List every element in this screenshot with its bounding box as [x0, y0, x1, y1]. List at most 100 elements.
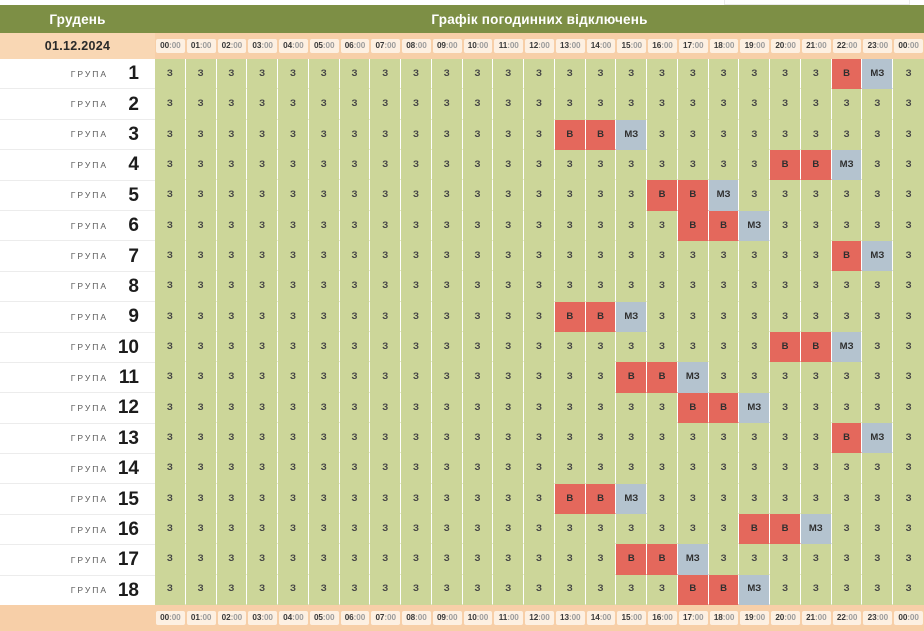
cell-on[interactable]: З [770, 544, 801, 575]
cell-off[interactable]: В [770, 331, 801, 363]
cell-on[interactable]: З [770, 453, 801, 484]
cell-on[interactable]: З [431, 59, 463, 90]
cell-on[interactable]: З [585, 574, 617, 605]
cell-on[interactable]: З [401, 240, 432, 272]
cell-on[interactable]: З [493, 362, 525, 393]
cell-on[interactable]: З [677, 422, 709, 454]
cell-on[interactable]: З [216, 180, 248, 211]
cell-on[interactable]: З [770, 422, 801, 454]
cell-on[interactable]: З [339, 453, 371, 484]
cell-on[interactable]: З [462, 180, 494, 211]
cell-off[interactable]: В [831, 59, 863, 90]
cell-on[interactable]: З [831, 544, 863, 575]
cell-on[interactable]: З [524, 119, 555, 150]
cell-on[interactable]: З [708, 362, 740, 393]
cell-on[interactable]: З [185, 119, 217, 150]
cell-on[interactable]: З [339, 180, 371, 211]
cell-possible-off[interactable]: МЗ [800, 513, 832, 545]
cell-on[interactable]: З [247, 513, 279, 545]
cell-on[interactable]: З [216, 119, 248, 150]
cell-on[interactable]: З [616, 59, 648, 90]
cell-on[interactable]: З [585, 210, 617, 241]
cell-on[interactable]: З [770, 483, 801, 514]
cell-on[interactable]: З [247, 574, 279, 605]
cell-on[interactable]: З [370, 59, 402, 90]
cell-on[interactable]: З [247, 544, 279, 575]
cell-possible-off[interactable]: МЗ [739, 392, 771, 423]
cell-off[interactable]: В [616, 544, 648, 575]
cell-on[interactable]: З [677, 271, 709, 302]
cell-on[interactable]: З [585, 240, 617, 272]
cell-on[interactable]: З [739, 119, 771, 150]
cell-possible-off[interactable]: МЗ [677, 362, 709, 393]
cell-on[interactable]: З [216, 513, 248, 545]
cell-on[interactable]: З [493, 574, 525, 605]
cell-on[interactable]: З [862, 180, 894, 211]
cell-on[interactable]: З [800, 574, 832, 605]
cell-on[interactable]: З [493, 59, 525, 90]
cell-on[interactable]: З [339, 301, 371, 332]
cell-on[interactable]: З [647, 483, 678, 514]
cell-on[interactable]: З [185, 513, 217, 545]
cell-on[interactable]: З [800, 271, 832, 302]
cell-on[interactable]: З [647, 453, 678, 484]
cell-on[interactable]: З [308, 271, 340, 302]
cell-on[interactable]: З [185, 574, 217, 605]
cell-off[interactable]: В [677, 180, 709, 211]
group-label-row[interactable]: ГРУПА 3 [0, 119, 155, 151]
cell-on[interactable]: З [739, 89, 771, 120]
cell-on[interactable]: З [431, 119, 463, 150]
cell-on[interactable]: З [462, 362, 494, 393]
cell-possible-off[interactable]: МЗ [739, 574, 771, 605]
cell-on[interactable]: З [401, 301, 432, 332]
cell-on[interactable]: З [216, 331, 248, 363]
cell-on[interactable]: З [893, 59, 924, 90]
cell-on[interactable]: З [493, 422, 525, 454]
cell-on[interactable]: З [616, 422, 648, 454]
cell-on[interactable]: З [708, 240, 740, 272]
group-label-row[interactable]: ГРУПА 4 [0, 150, 155, 181]
cell-on[interactable]: З [708, 271, 740, 302]
cell-on[interactable]: З [708, 119, 740, 150]
cell-on[interactable]: З [155, 422, 186, 454]
cell-on[interactable]: З [370, 240, 402, 272]
cell-on[interactable]: З [370, 392, 402, 423]
cell-on[interactable]: З [247, 422, 279, 454]
cell-on[interactable]: З [155, 149, 186, 181]
cell-on[interactable]: З [339, 392, 371, 423]
cell-on[interactable]: З [770, 392, 801, 423]
cell-on[interactable]: З [370, 513, 402, 545]
cell-on[interactable]: З [524, 453, 555, 484]
cell-off[interactable]: В [708, 210, 740, 241]
cell-on[interactable]: З [216, 89, 248, 120]
cell-on[interactable]: З [185, 483, 217, 514]
cell-on[interactable]: З [554, 392, 586, 423]
cell-on[interactable]: З [185, 210, 217, 241]
cell-on[interactable]: З [401, 210, 432, 241]
cell-on[interactable]: З [647, 331, 678, 363]
cell-on[interactable]: З [339, 422, 371, 454]
group-label-row[interactable]: ГРУПА 17 [0, 545, 155, 576]
cell-off[interactable]: В [739, 513, 771, 545]
cell-on[interactable]: З [831, 392, 863, 423]
cell-on[interactable]: З [524, 544, 555, 575]
cell-possible-off[interactable]: МЗ [616, 119, 648, 150]
cell-off[interactable]: В [616, 362, 648, 393]
cell-on[interactable]: З [647, 210, 678, 241]
cell-on[interactable]: З [185, 271, 217, 302]
cell-on[interactable]: З [278, 392, 309, 423]
cell-on[interactable]: З [893, 180, 924, 211]
cell-on[interactable]: З [216, 240, 248, 272]
cell-on[interactable]: З [370, 544, 402, 575]
cell-off[interactable]: В [554, 483, 586, 514]
cell-on[interactable]: З [616, 149, 648, 181]
cell-possible-off[interactable]: МЗ [616, 301, 648, 332]
cell-on[interactable]: З [524, 483, 555, 514]
cell-on[interactable]: З [216, 301, 248, 332]
cell-on[interactable]: З [708, 59, 740, 90]
cell-on[interactable]: З [677, 149, 709, 181]
cell-on[interactable]: З [770, 271, 801, 302]
cell-on[interactable]: З [401, 271, 432, 302]
cell-on[interactable]: З [155, 483, 186, 514]
cell-on[interactable]: З [616, 392, 648, 423]
